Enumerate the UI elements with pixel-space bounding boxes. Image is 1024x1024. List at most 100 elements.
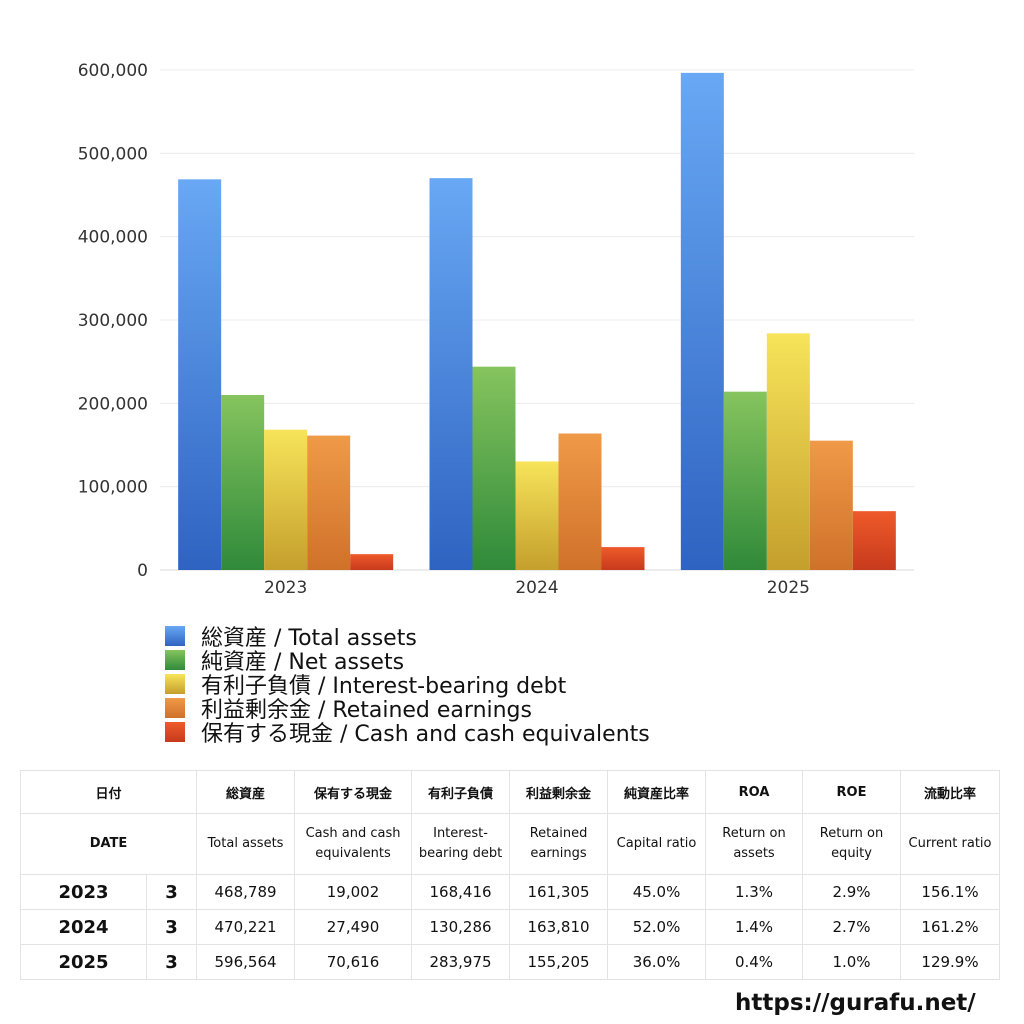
x-tick-label: 2024 bbox=[515, 578, 558, 598]
header-capital-ratio-ja: 純資産比率 bbox=[607, 770, 707, 814]
legend-swatch bbox=[165, 626, 185, 646]
cell-total-assets: 596,564 bbox=[196, 944, 296, 980]
table-row: 2023 3 468,789 19,002 168,416 161,305 45… bbox=[20, 874, 1001, 910]
site-url: https://gurafu.net/ bbox=[735, 990, 976, 1016]
header-date-en: DATE bbox=[19, 813, 198, 875]
cell-cash: 70,616 bbox=[294, 944, 413, 980]
legend-label: 利益剰余金 / Retained earnings bbox=[201, 698, 532, 723]
cell-retained: 155,205 bbox=[509, 944, 609, 980]
table-row: 2024 3 470,221 27,490 130,286 163,810 52… bbox=[20, 909, 1001, 945]
legend-swatch bbox=[165, 722, 185, 742]
header-total-assets-en: Total assets bbox=[196, 813, 296, 875]
bar bbox=[429, 178, 473, 570]
cell-roe: 1.0% bbox=[802, 944, 902, 980]
legend-label: 純資産 / Net assets bbox=[201, 650, 405, 675]
cell-debt: 168,416 bbox=[411, 874, 511, 910]
header-roa-ja: ROA bbox=[705, 770, 804, 814]
legend-swatch bbox=[165, 674, 185, 694]
header-current-ratio-en: Current ratio bbox=[900, 813, 1001, 875]
header-cash-en: Cash and cash equivalents bbox=[294, 813, 413, 875]
cell-current-ratio: 161.2% bbox=[900, 909, 1001, 945]
header-roe-ja: ROE bbox=[802, 770, 902, 814]
legend-label: 有利子負債 / Interest-bearing debt bbox=[201, 674, 567, 699]
cell-current-ratio: 156.1% bbox=[900, 874, 1001, 910]
row-month: 3 bbox=[145, 874, 198, 910]
cell-roa: 1.4% bbox=[705, 909, 804, 945]
legend-item: 総資産 / Total assets bbox=[165, 624, 650, 651]
bars bbox=[178, 72, 896, 570]
cell-debt: 283,975 bbox=[411, 944, 511, 980]
legend-swatch bbox=[165, 650, 185, 670]
bar bbox=[766, 333, 810, 570]
bar bbox=[723, 391, 767, 570]
legend-swatch bbox=[165, 698, 185, 718]
header-capital-ratio-en: Capital ratio bbox=[607, 813, 707, 875]
legend-item: 保有する現金 / Cash and cash equivalents bbox=[165, 720, 650, 747]
cell-capital-ratio: 52.0% bbox=[607, 909, 707, 945]
header-retained-en: Retained earnings bbox=[509, 813, 609, 875]
cell-capital-ratio: 45.0% bbox=[607, 874, 707, 910]
row-month: 3 bbox=[145, 944, 198, 980]
bar-chart: 0 100,000 200,000 300,000 400,000 500,000 600,… bbox=[78, 61, 914, 598]
y-tick-label: 400,000 bbox=[78, 228, 148, 248]
y-tick-label: 600,000 bbox=[78, 61, 148, 81]
table-header-row-ja: 日付 総資産 保有する現金 有利子負債 利益剰余金 純資産比率 ROA ROE … bbox=[19, 770, 1001, 814]
legend-item: 有利子負債 / Interest-bearing debt bbox=[165, 672, 650, 699]
cell-roa: 0.4% bbox=[705, 944, 804, 980]
bar bbox=[852, 511, 896, 570]
y-tick-label: 100,000 bbox=[78, 478, 148, 498]
cell-roa: 1.3% bbox=[705, 874, 804, 910]
cell-roe: 2.7% bbox=[802, 909, 902, 945]
header-current-ratio-ja: 流動比率 bbox=[900, 770, 1001, 814]
header-debt-en: Interest-bearing debt bbox=[411, 813, 511, 875]
legend: 総資産 / Total assets 純資産 / Net assets 有利子負… bbox=[165, 624, 650, 747]
bar bbox=[178, 179, 222, 570]
cell-cash: 27,490 bbox=[294, 909, 413, 945]
legend-item: 利益剰余金 / Retained earnings bbox=[165, 696, 650, 723]
cell-retained: 163,810 bbox=[509, 909, 609, 945]
bar bbox=[558, 433, 602, 570]
header-roa-en: Return on assets bbox=[705, 813, 804, 875]
x-tick-label: 2023 bbox=[264, 578, 307, 598]
financial-table: 日付 総資産 保有する現金 有利子負債 利益剰余金 純資産比率 ROA ROE … bbox=[19, 770, 1001, 980]
table-row: 2025 3 596,564 70,616 283,975 155,205 36… bbox=[20, 944, 1001, 980]
legend-label: 保有する現金 / Cash and cash equivalents bbox=[201, 722, 650, 747]
cell-retained: 161,305 bbox=[509, 874, 609, 910]
bar bbox=[515, 461, 559, 570]
row-year: 2024 bbox=[20, 909, 147, 945]
legend-item: 純資産 / Net assets bbox=[165, 648, 650, 675]
legend-label: 総資産 / Total assets bbox=[201, 626, 417, 651]
bar bbox=[264, 429, 308, 570]
cell-total-assets: 468,789 bbox=[196, 874, 296, 910]
row-year: 2025 bbox=[20, 944, 147, 980]
y-tick-label: 500,000 bbox=[78, 144, 148, 164]
x-axis-ticks: 2023 2024 2025 bbox=[264, 578, 810, 598]
bar bbox=[307, 435, 351, 570]
header-total-assets-ja: 総資産 bbox=[196, 770, 296, 814]
header-debt-ja: 有利子負債 bbox=[411, 770, 511, 814]
cell-capital-ratio: 36.0% bbox=[607, 944, 707, 980]
bar bbox=[221, 395, 265, 570]
header-roe-en: Return on equity bbox=[802, 813, 902, 875]
bar bbox=[472, 366, 516, 570]
bar bbox=[350, 554, 394, 570]
y-tick-label: 300,000 bbox=[78, 311, 148, 331]
x-tick-label: 2025 bbox=[767, 578, 810, 598]
cell-roe: 2.9% bbox=[802, 874, 902, 910]
header-retained-ja: 利益剰余金 bbox=[509, 770, 609, 814]
header-date-ja: 日付 bbox=[19, 770, 198, 814]
header-cash-ja: 保有する現金 bbox=[294, 770, 413, 814]
y-tick-label: 200,000 bbox=[78, 394, 148, 414]
table-header-row-en: DATE Total assets Cash and cash equivale… bbox=[19, 813, 1001, 875]
bar bbox=[809, 440, 853, 570]
cell-current-ratio: 129.9% bbox=[900, 944, 1001, 980]
bar bbox=[601, 547, 645, 570]
cell-total-assets: 470,221 bbox=[196, 909, 296, 945]
cell-debt: 130,286 bbox=[411, 909, 511, 945]
row-year: 2023 bbox=[20, 874, 147, 910]
row-month: 3 bbox=[145, 909, 198, 945]
y-tick-label: 0 bbox=[137, 561, 148, 581]
bar bbox=[680, 72, 724, 570]
y-axis-ticks: 0 100,000 200,000 300,000 400,000 500,000 600,… bbox=[78, 61, 148, 581]
cell-cash: 19,002 bbox=[294, 874, 413, 910]
